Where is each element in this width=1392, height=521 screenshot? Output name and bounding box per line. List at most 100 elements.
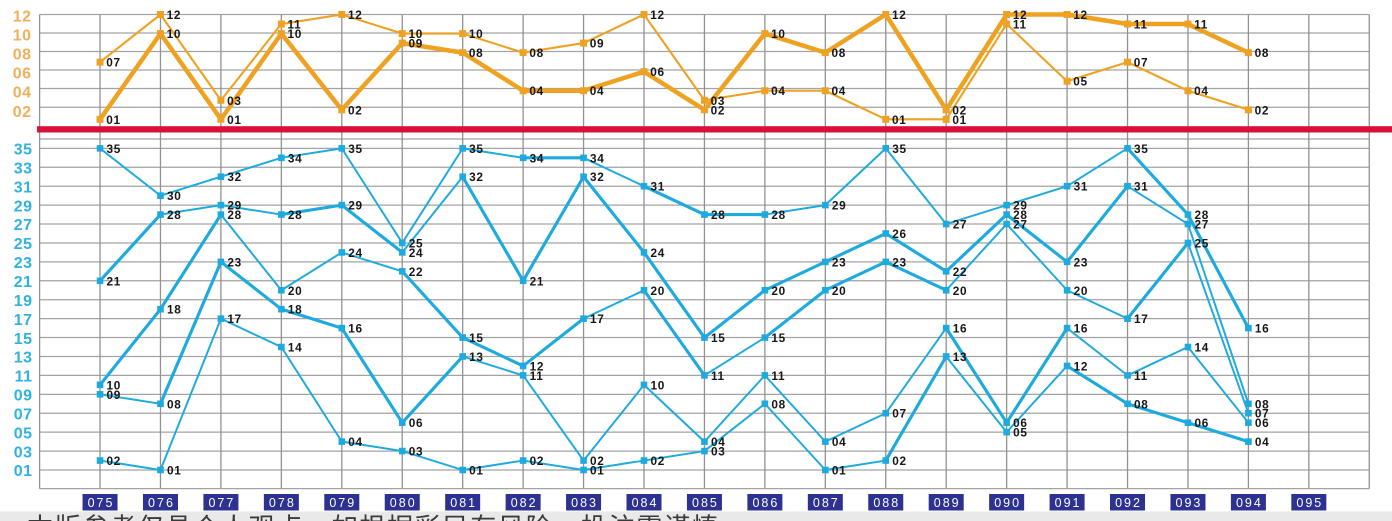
svg-text:08: 08 — [1255, 397, 1270, 411]
svg-text:11: 11 — [288, 18, 302, 32]
svg-text:05: 05 — [1013, 426, 1028, 440]
svg-text:06: 06 — [650, 65, 665, 79]
svg-text:12: 12 — [348, 8, 363, 22]
svg-text:18: 18 — [167, 303, 182, 317]
svg-text:28: 28 — [1013, 208, 1028, 222]
svg-text:02: 02 — [892, 454, 907, 468]
svg-text:11: 11 — [15, 369, 33, 386]
svg-text:091: 091 — [1055, 496, 1082, 510]
svg-text:04: 04 — [590, 84, 605, 98]
svg-text:079: 079 — [329, 496, 356, 510]
svg-text:19: 19 — [14, 293, 33, 310]
svg-text:16: 16 — [1074, 322, 1089, 336]
svg-text:02: 02 — [107, 454, 122, 468]
svg-text:35: 35 — [348, 142, 363, 156]
svg-text:02: 02 — [952, 103, 967, 117]
svg-text:32: 32 — [227, 170, 242, 184]
svg-text:17: 17 — [590, 312, 605, 326]
svg-text:29: 29 — [14, 198, 33, 215]
svg-text:10: 10 — [167, 27, 182, 41]
svg-text:08: 08 — [771, 397, 786, 411]
svg-text:28: 28 — [711, 208, 726, 222]
svg-text:13: 13 — [953, 350, 968, 364]
svg-text:03: 03 — [14, 444, 33, 461]
svg-text:04: 04 — [1194, 84, 1209, 98]
svg-text:08: 08 — [167, 397, 182, 411]
svg-text:12: 12 — [892, 8, 907, 22]
svg-text:12: 12 — [1074, 359, 1089, 373]
svg-text:28: 28 — [227, 208, 242, 222]
svg-text:28: 28 — [771, 208, 786, 222]
svg-text:11: 11 — [1134, 369, 1148, 383]
svg-text:06: 06 — [1255, 416, 1270, 430]
svg-text:11: 11 — [771, 369, 785, 383]
svg-text:33: 33 — [14, 160, 33, 177]
svg-text:27: 27 — [1194, 218, 1209, 232]
svg-text:24: 24 — [651, 246, 666, 260]
svg-text:07: 07 — [106, 56, 121, 70]
svg-text:21: 21 — [14, 274, 33, 291]
svg-text:02: 02 — [651, 454, 666, 468]
svg-text:092: 092 — [1115, 496, 1142, 510]
svg-text:20: 20 — [1074, 284, 1089, 298]
svg-text:01: 01 — [892, 113, 907, 127]
svg-text:28: 28 — [288, 208, 303, 222]
svg-text:075: 075 — [88, 496, 115, 510]
svg-text:095: 095 — [1296, 496, 1323, 510]
svg-text:24: 24 — [348, 246, 363, 260]
svg-text:04: 04 — [1255, 435, 1270, 449]
svg-text:02: 02 — [13, 104, 32, 121]
svg-text:01: 01 — [14, 463, 33, 480]
svg-text:27: 27 — [1013, 218, 1028, 232]
svg-text:04: 04 — [771, 84, 786, 98]
svg-text:09: 09 — [107, 388, 122, 402]
svg-text:12: 12 — [530, 359, 545, 373]
svg-text:03: 03 — [409, 445, 424, 459]
svg-text:15: 15 — [771, 331, 786, 345]
svg-text:087: 087 — [813, 496, 840, 510]
svg-text:30: 30 — [167, 189, 182, 203]
svg-text:28: 28 — [1194, 208, 1209, 222]
svg-text:17: 17 — [1134, 312, 1149, 326]
svg-text:15: 15 — [469, 331, 484, 345]
svg-text:10: 10 — [288, 27, 303, 41]
svg-text:12: 12 — [167, 8, 182, 22]
svg-text:25: 25 — [409, 236, 424, 250]
svg-text:01: 01 — [832, 464, 847, 478]
svg-text:20: 20 — [651, 284, 666, 298]
svg-text:08: 08 — [529, 46, 544, 60]
svg-text:04: 04 — [832, 435, 847, 449]
svg-text:11: 11 — [1194, 18, 1208, 32]
svg-text:093: 093 — [1176, 496, 1203, 510]
svg-text:08: 08 — [1255, 46, 1270, 60]
svg-text:15: 15 — [711, 331, 726, 345]
svg-text:089: 089 — [934, 496, 961, 510]
svg-text:08: 08 — [469, 46, 484, 60]
svg-text:02: 02 — [530, 454, 545, 468]
svg-text:03: 03 — [227, 94, 242, 108]
svg-text:09: 09 — [408, 37, 423, 51]
svg-text:10: 10 — [408, 27, 423, 41]
svg-text:35: 35 — [14, 142, 33, 159]
svg-text:34: 34 — [530, 151, 545, 165]
svg-text:10: 10 — [771, 27, 786, 41]
svg-text:01: 01 — [227, 113, 242, 127]
svg-text:14: 14 — [1194, 341, 1209, 355]
svg-text:11: 11 — [1134, 18, 1148, 32]
svg-text:08: 08 — [832, 46, 847, 60]
svg-text:31: 31 — [651, 180, 666, 194]
svg-text:26: 26 — [892, 227, 907, 241]
svg-text:10: 10 — [13, 28, 32, 45]
svg-text:06: 06 — [13, 66, 32, 83]
svg-text:17: 17 — [14, 312, 33, 329]
svg-text:01: 01 — [469, 464, 484, 478]
svg-text:02: 02 — [590, 454, 605, 468]
svg-text:12: 12 — [13, 9, 32, 26]
svg-text:088: 088 — [873, 496, 900, 510]
svg-text:11: 11 — [1013, 18, 1027, 32]
svg-text:09: 09 — [590, 37, 605, 51]
svg-text:04: 04 — [832, 84, 847, 98]
svg-text:01: 01 — [590, 464, 605, 478]
svg-text:16: 16 — [1255, 322, 1270, 336]
svg-text:21: 21 — [530, 274, 545, 288]
